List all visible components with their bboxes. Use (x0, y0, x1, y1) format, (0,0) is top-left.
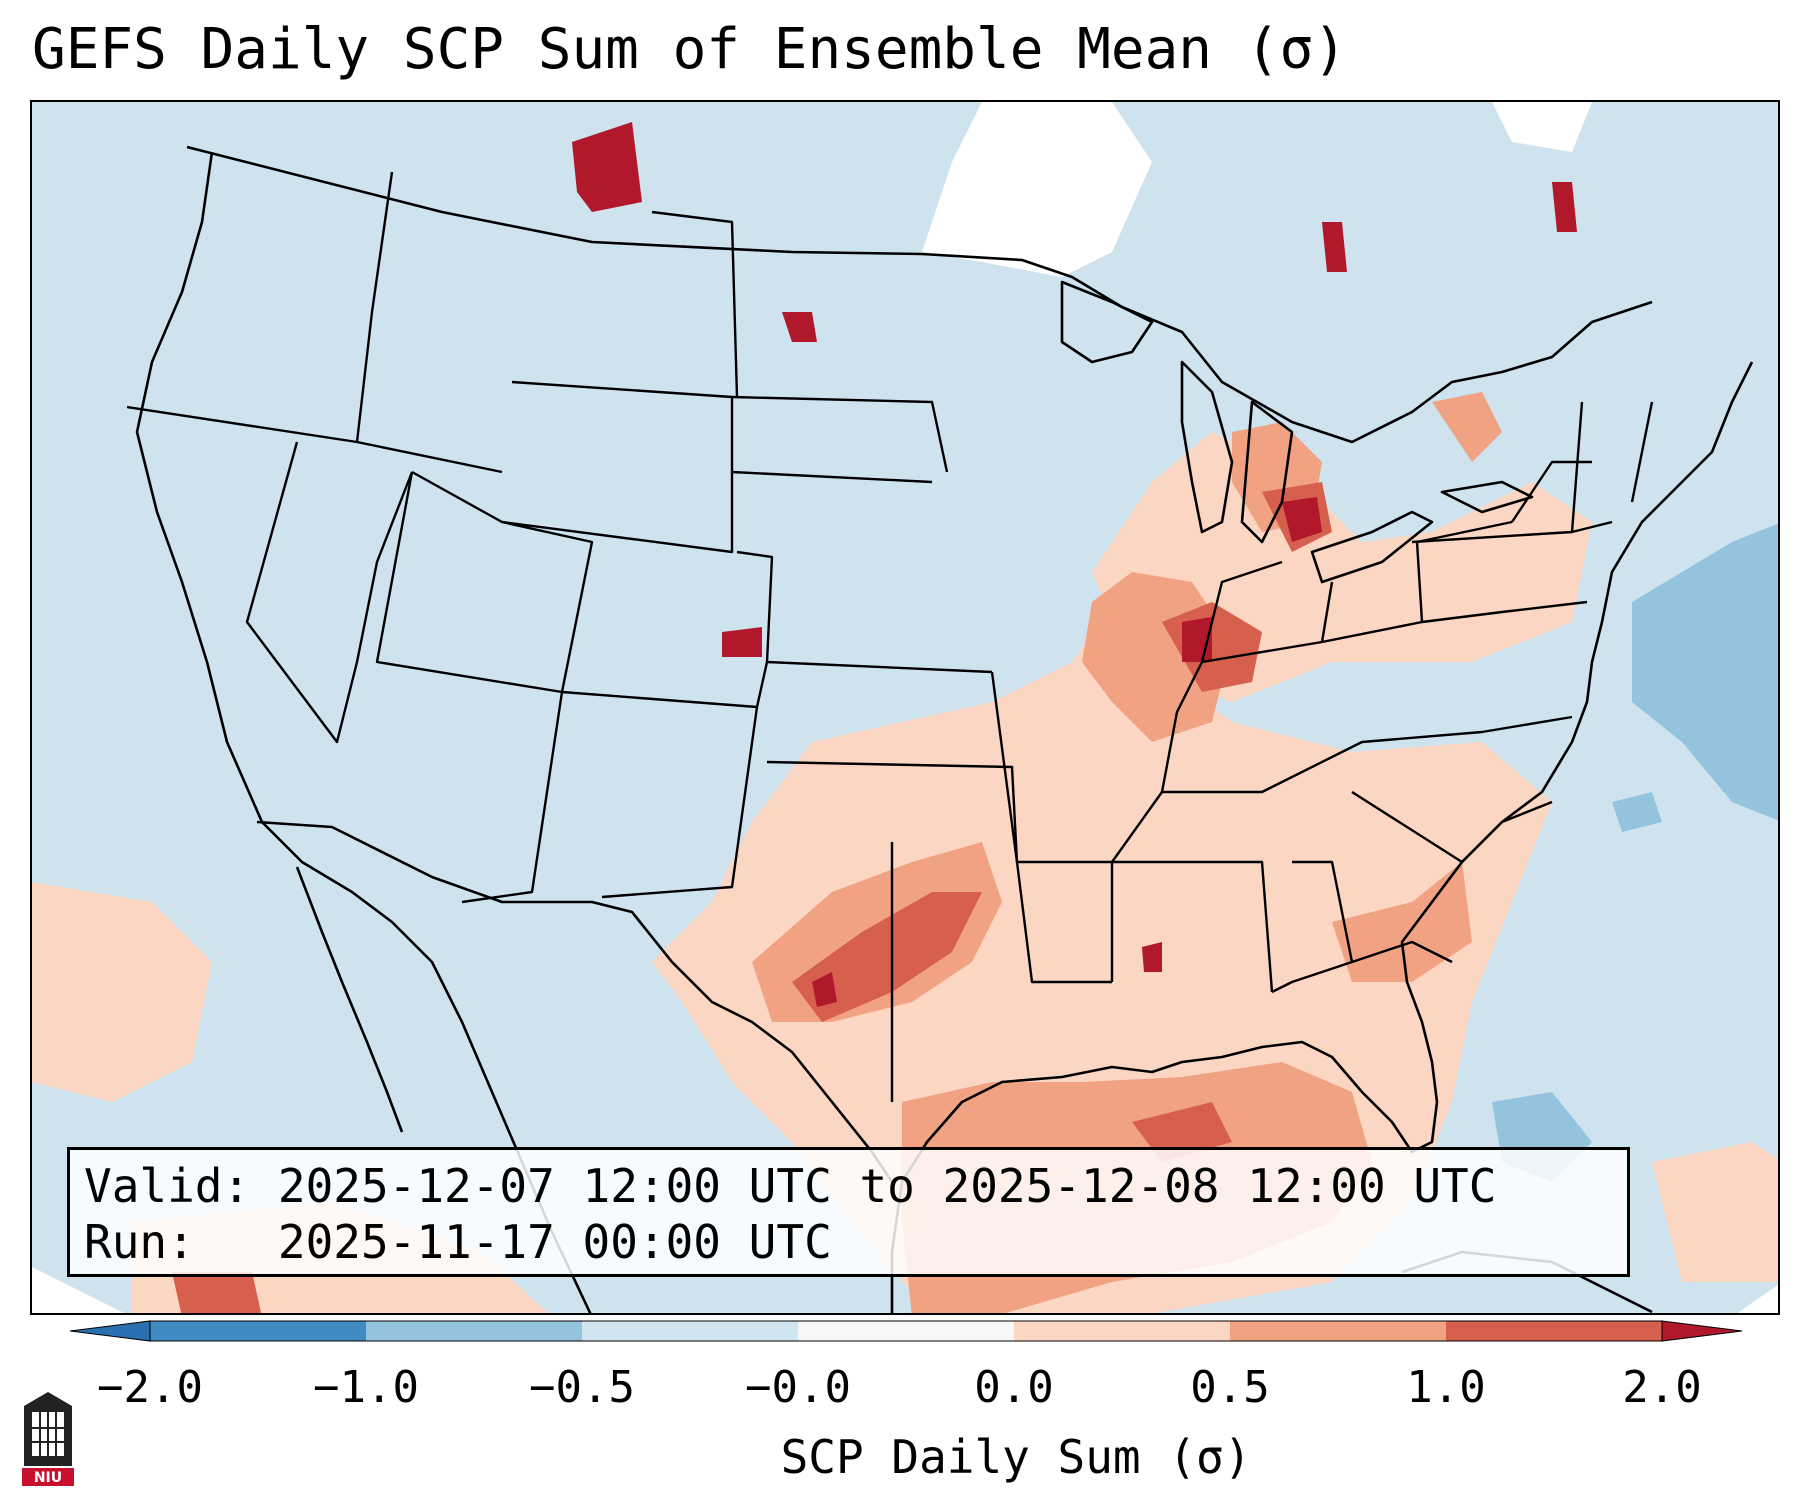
scp-field-layer (32, 102, 1778, 1313)
scp-extreme-positive (812, 972, 837, 1007)
political-borders (135, 145, 1754, 1313)
us-west-coast (135, 151, 592, 1313)
colorbar (70, 1320, 1743, 1342)
valid-value: 2025-12-07 12:00 UTC to 2025-12-08 12:00… (277, 1159, 1497, 1213)
colorbar-tick: 0.0 (974, 1362, 1054, 1413)
valid-line: Valid: 2025-12-07 12:00 UTC to 2025-12-0… (84, 1158, 1613, 1214)
scp-extreme-positive (1552, 182, 1577, 232)
colorbar-extend-under (70, 1320, 151, 1342)
scp-extreme-positive (1282, 497, 1322, 542)
colorbar-bin (1446, 1321, 1662, 1341)
validity-info-box: Valid: 2025-12-07 12:00 UTC to 2025-12-0… (67, 1147, 1630, 1277)
scp-extreme-positive (572, 122, 642, 212)
colorbar-extend-over (1661, 1320, 1743, 1342)
colorbar-tick: −0.5 (529, 1362, 635, 1413)
scp-light-negative (1612, 792, 1662, 832)
colorbar-tick: −2.0 (97, 1362, 203, 1413)
scp-extreme-positive (1322, 222, 1347, 272)
us-mexico-border (256, 820, 894, 1183)
colorbar-bin (1230, 1321, 1446, 1341)
scp-extreme-positive (722, 627, 762, 657)
colorbar-bin (1014, 1321, 1230, 1341)
scp-light-positive (1652, 1142, 1778, 1282)
scp-moderate-positive (1332, 862, 1472, 982)
baja-coast (295, 866, 404, 1133)
colorbar-tick: 0.5 (1190, 1362, 1270, 1413)
neutral-region (922, 102, 1152, 277)
valid-label: Valid: (84, 1159, 251, 1213)
projection-edge (32, 1267, 124, 1313)
canada-us-border (186, 145, 1653, 444)
great-lakes (1060, 280, 1534, 584)
scp-moderate-positive (1432, 392, 1502, 462)
colorbar-outline (149, 1320, 1663, 1342)
state-borders (126, 171, 1654, 1102)
colorbar-bin (150, 1321, 366, 1341)
colorbar-bin (366, 1321, 582, 1341)
scp-extreme-positive (782, 312, 817, 342)
colorbar-label: SCP Daily Sum (σ) (780, 1430, 1252, 1484)
map-title: GEFS Daily SCP Sum of Ensemble Mean (σ) (32, 17, 1347, 82)
scp-high-positive (792, 892, 982, 1022)
gulf-coast (890, 361, 1754, 1313)
map-panel (30, 100, 1780, 1315)
map-canvas (32, 102, 1778, 1313)
projection-edge (1737, 1284, 1778, 1313)
scp-high-positive (172, 1272, 262, 1313)
colorbar-tick: −1.0 (313, 1362, 419, 1413)
scp-light-positive (32, 882, 212, 1102)
scp-light-negative (1632, 523, 1778, 821)
logo-text: NIU (34, 1470, 62, 1486)
run-label: Run: (84, 1215, 195, 1269)
colorbar-bin (582, 1321, 798, 1341)
colorbar-tick: 1.0 (1406, 1362, 1486, 1413)
colorbar-tick: −0.0 (745, 1362, 851, 1413)
scp-extreme-positive (1142, 942, 1162, 972)
run-value: 2025-11-17 00:00 UTC (277, 1215, 832, 1269)
neutral-region (1492, 102, 1592, 152)
colorbar-bin (798, 1321, 1014, 1341)
colorbar-tick: 2.0 (1622, 1362, 1702, 1413)
run-line: Run: 2025-11-17 00:00 UTC (84, 1214, 1613, 1270)
niu-logo: NIU (22, 1392, 74, 1486)
